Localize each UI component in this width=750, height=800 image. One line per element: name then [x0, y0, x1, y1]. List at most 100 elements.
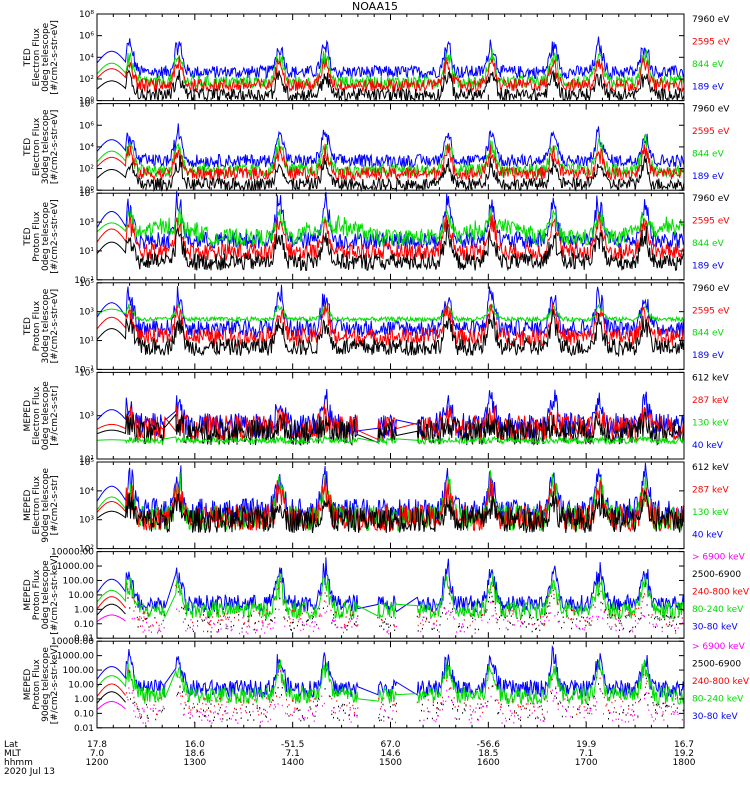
legend-entry: 80-240 keV	[692, 695, 744, 705]
series-line-3	[96, 664, 678, 716]
y-tick-label: 10⁴	[79, 53, 94, 63]
x-tick-label-mlt: 14.6	[380, 749, 400, 759]
panel-2: 10⁰ 10² 10⁴ 10⁶ 10⁸ TED Electron Flux 30deg tel…	[23, 100, 730, 197]
legend-entry: 2595 eV	[692, 37, 730, 47]
x-tick-label-mlt: 19.2	[674, 749, 694, 759]
y-axis-label: 30deg telescope	[41, 288, 51, 363]
legend-entry: 189 eV	[692, 172, 725, 182]
series-line-1	[96, 191, 685, 251]
series-line-2	[96, 206, 685, 248]
legend-entry: 30-80 keV	[692, 622, 738, 632]
y-axis-label: MEPED	[23, 579, 33, 611]
y-axis-label: 90deg telescope	[41, 647, 51, 722]
y-axis-label: Proton Flux	[32, 211, 42, 262]
y-axis-label: [#/cm2-s-str-eV]	[50, 289, 60, 364]
panel-1: 10⁰ 10² 10⁴ 10⁶ 10⁸ TED Electron Flux 0deg tele…	[23, 10, 730, 107]
y-tick-label: 10⁸	[79, 100, 94, 110]
x-tick-label-lat: 67.0	[380, 740, 400, 750]
y-tick-label: 10⁻¹	[74, 276, 94, 286]
legend-entry: 2595 eV	[692, 217, 730, 227]
x-tick-label-lat: 16.7	[674, 740, 694, 750]
x-tick-label-hhmm: 1500	[379, 758, 402, 768]
y-axis-label: 90deg telescope	[41, 467, 51, 542]
series-line-3	[96, 411, 685, 446]
y-axis-label: [#/cm2-s-str-keV]	[50, 645, 60, 724]
chart-title: NOAA15	[351, 0, 399, 13]
y-axis-label: Electron Flux	[32, 117, 42, 176]
legend-entry: > 6900 keV	[692, 553, 746, 563]
series-line-4	[96, 220, 685, 272]
x-tick-label-hhmm: 1700	[575, 758, 598, 768]
x-tick-label-hhmm: 1800	[673, 758, 696, 768]
y-axis-label: Electron Flux	[32, 27, 42, 86]
legend-entry: 844 eV	[692, 150, 725, 160]
y-tick-label: 10³	[79, 412, 94, 422]
legend-entry: 2500-6900	[692, 660, 741, 670]
y-tick-label: 10⁵	[79, 279, 94, 289]
y-tick-label: 0.10	[74, 620, 94, 630]
y-axis-label: [#/cm2-s-str-keV]	[50, 555, 60, 634]
series-line-3	[96, 56, 685, 94]
series-line-1	[96, 36, 685, 80]
y-axis-label: [#/cm2-s-str]	[50, 475, 60, 535]
y-tick-label: 10⁵	[79, 189, 94, 199]
y-tick-label: 10000.00	[51, 637, 94, 647]
y-axis-label: TED	[23, 138, 33, 157]
series-line-2	[96, 303, 685, 324]
legend-entry: 7960 eV	[692, 105, 730, 115]
legend-entry: 30-80 keV	[692, 712, 738, 722]
legend-entry: 844 eV	[692, 60, 725, 70]
y-tick-label: 10⁴	[79, 487, 94, 497]
y-tick-label: 1.00	[74, 605, 94, 615]
y-axis-label: Electron Flux	[32, 475, 42, 534]
y-tick-label: 10⁵	[79, 368, 94, 378]
y-axis-label: [#/cm2-s-str-eV]	[50, 110, 60, 185]
y-tick-label: 1000.00	[57, 562, 94, 572]
y-tick-label: 10⁰	[79, 97, 94, 107]
y-axis-label: MEPED	[23, 489, 33, 521]
x-row-label: 2020 Jul 13	[4, 767, 55, 777]
y-axis-label: 0deg telescope	[41, 560, 51, 630]
legend-entry: 612 keV	[692, 463, 729, 473]
series-line-3	[96, 302, 685, 348]
y-tick-label: 10.00	[68, 681, 94, 691]
y-axis-label: 0deg telescope	[41, 381, 51, 451]
y-tick-label: 10²	[79, 545, 94, 555]
legend-entry: 130 keV	[692, 418, 729, 428]
series-line-4	[96, 434, 685, 446]
y-tick-label: 10⁰	[79, 186, 94, 196]
panel-4: 10⁻¹ 10¹ 10³ 10⁵ TED Proton Flux 30deg telesco…	[23, 279, 730, 376]
y-tick-label: 1000.00	[57, 652, 94, 662]
x-tick-label-mlt: 7.1	[286, 749, 300, 759]
legend-entry: 612 keV	[692, 373, 729, 383]
legend-entry: > 6900 keV	[692, 642, 746, 652]
series-line-1	[96, 284, 685, 339]
y-axis-label: [#/cm2-s-str-eV]	[50, 199, 60, 274]
y-tick-label: 10³	[79, 516, 94, 526]
x-row-label: hhmm	[4, 758, 33, 768]
y-tick-label: 10⁵	[79, 458, 94, 468]
series-line-4	[96, 309, 685, 358]
legend-entry: 7960 eV	[692, 284, 730, 294]
x-tick-label-lat: 17.8	[87, 740, 107, 750]
y-tick-label: 0.01	[74, 724, 94, 734]
series-line-4	[96, 489, 685, 534]
y-tick-label: 100.00	[63, 576, 95, 586]
y-axis-label: Electron Flux	[32, 386, 42, 445]
y-tick-label: 10¹	[79, 337, 94, 347]
y-tick-label: 10⁶	[79, 121, 94, 131]
y-tick-label: 1.00	[74, 695, 94, 705]
x-tick-label-mlt: 7.0	[90, 749, 105, 759]
x-row-label: Lat	[4, 740, 19, 750]
y-axis-label: TED	[23, 48, 33, 67]
x-tick-label-lat: -56.6	[477, 740, 501, 750]
series-line-4	[96, 589, 685, 633]
legend-entry: 7960 eV	[692, 15, 730, 25]
x-tick-label-hhmm: 1400	[281, 758, 304, 768]
series-line-3	[96, 143, 685, 182]
y-axis-label: TED	[23, 317, 33, 336]
series-line-5	[96, 686, 683, 724]
legend-entry: 2595 eV	[692, 306, 730, 316]
